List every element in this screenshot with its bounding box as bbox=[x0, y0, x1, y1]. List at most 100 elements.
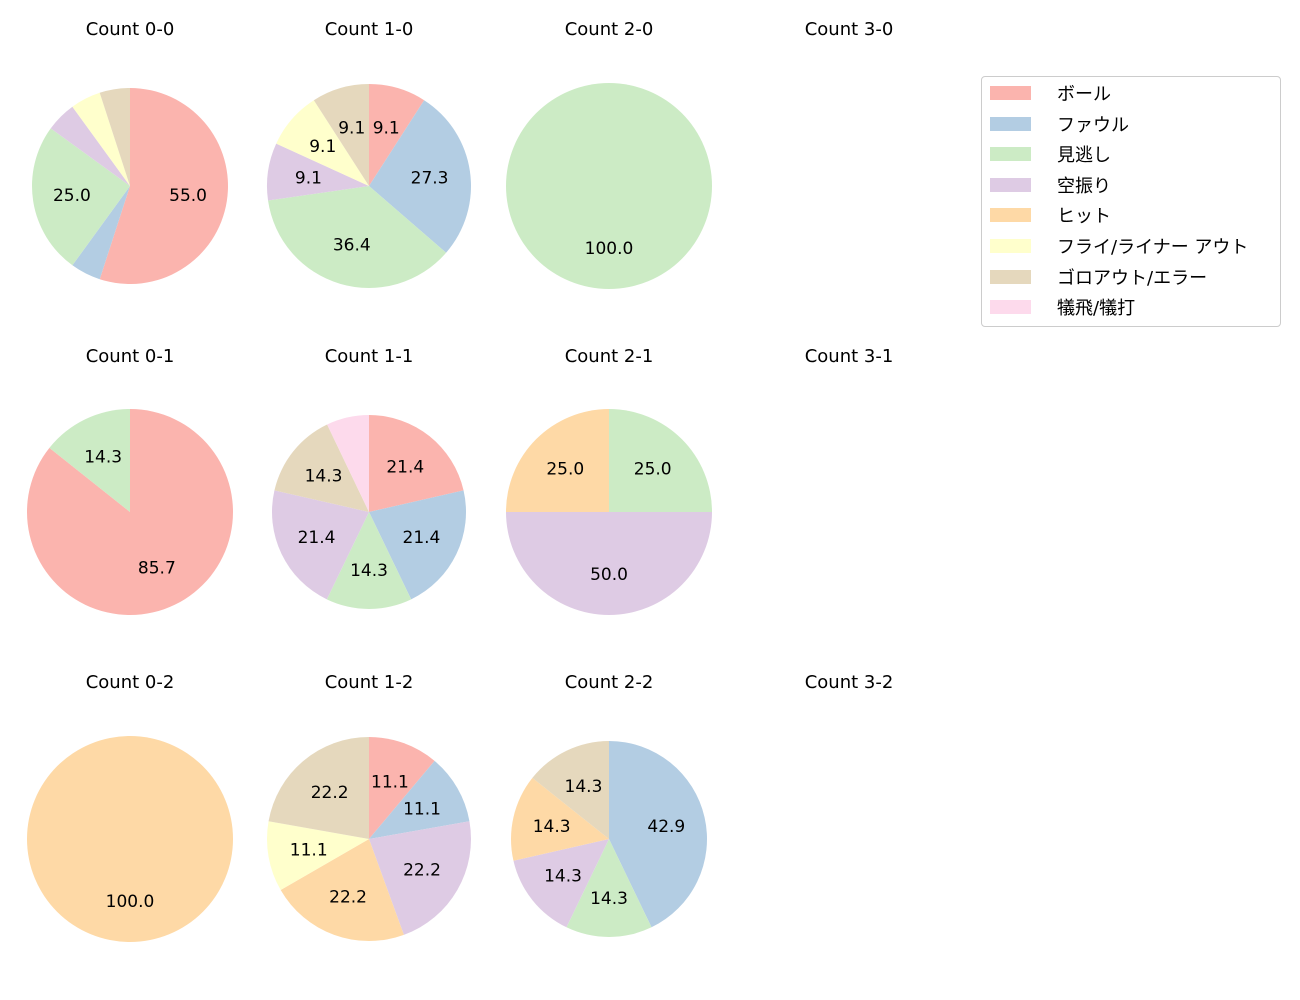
legend-swatch bbox=[990, 208, 1031, 223]
pie-slice-見逃し bbox=[32, 128, 131, 266]
legend-swatch bbox=[990, 86, 1031, 100]
pie-slice-空振り bbox=[513, 839, 609, 928]
pie-slice-ゴロアウト/エラー bbox=[313, 84, 369, 186]
legend-label: 犠飛/犠打 bbox=[1057, 298, 1136, 320]
slice-label: 27.3 bbox=[411, 168, 449, 188]
pie-slice-ゴロアウト/エラー bbox=[99, 88, 130, 186]
pie-slice-ボール bbox=[26, 409, 233, 615]
legend-item: ファウル bbox=[990, 114, 1129, 136]
slice-label: 22.2 bbox=[311, 783, 349, 803]
legend-swatch bbox=[990, 300, 1031, 315]
pie-slice-ヒット bbox=[506, 409, 609, 512]
legend-label: フライ/ライナー アウト bbox=[1057, 237, 1249, 258]
slice-label: 11.1 bbox=[290, 841, 328, 861]
legend-item: 空振り bbox=[990, 175, 1111, 197]
legend-label: ヒット bbox=[1057, 206, 1111, 228]
pie-slice-見逃し bbox=[566, 839, 652, 937]
legend-label: ファウル bbox=[1057, 114, 1129, 136]
slice-label: 36.4 bbox=[333, 236, 371, 256]
slice-label: 14.3 bbox=[590, 889, 628, 909]
pie-title: Count 1-1 bbox=[325, 346, 414, 367]
slice-label: 21.4 bbox=[298, 528, 336, 548]
legend: ボールファウル見逃し空振りヒットフライ/ライナー アウト ゴロアウト/エラー 犠飛/… bbox=[981, 76, 1281, 327]
pie-slice-見逃し bbox=[49, 409, 131, 512]
legend-label: 見逃し bbox=[1057, 145, 1111, 167]
pie-slice-ファウル bbox=[369, 490, 466, 600]
slice-label: 42.9 bbox=[647, 817, 685, 837]
slice-label: 9.1 bbox=[338, 118, 365, 138]
pie-slice-見逃し bbox=[326, 512, 412, 609]
slice-label: 9.1 bbox=[373, 118, 400, 138]
legend-swatch bbox=[990, 147, 1031, 162]
pie-slice-空振り bbox=[272, 490, 369, 600]
slice-label: 25.0 bbox=[53, 186, 91, 206]
pie-title: Count 3-2 bbox=[805, 672, 894, 693]
legend-item: 見逃し bbox=[990, 144, 1111, 167]
slice-label: 9.1 bbox=[295, 168, 322, 188]
pie-title: Count 3-0 bbox=[805, 19, 894, 40]
slice-label: 85.7 bbox=[138, 559, 176, 579]
pie-title: Count 3-1 bbox=[805, 346, 894, 367]
pie-slice-ボール bbox=[99, 88, 228, 285]
pie-title: Count 0-2 bbox=[86, 672, 175, 693]
legend-swatch bbox=[990, 116, 1031, 131]
pie-title: Count 2-0 bbox=[565, 19, 654, 40]
pie-title: Count 0-1 bbox=[86, 346, 175, 367]
pie-slice-空振り bbox=[50, 106, 130, 186]
pie-slice-ファウル bbox=[72, 186, 130, 280]
legend-label: ゴロアウト/エラー bbox=[1057, 267, 1208, 289]
pie-slice-ボール bbox=[369, 415, 464, 512]
legend-item: ボール bbox=[990, 83, 1111, 105]
slice-label: 11.1 bbox=[371, 772, 409, 792]
legend-item: ヒット bbox=[990, 205, 1111, 228]
pie-slice-ヒット bbox=[280, 839, 404, 942]
pie-slice-ヒット bbox=[27, 736, 233, 942]
pie-slice-フライ/ライナー アウト bbox=[72, 92, 130, 186]
pie-slice-見逃し bbox=[506, 83, 712, 289]
pie-slice-ヒット bbox=[511, 777, 609, 861]
pie-slice-フライ/ライナー アウト bbox=[267, 821, 369, 890]
slice-label: 22.2 bbox=[329, 888, 367, 908]
pie-title: Count 2-1 bbox=[565, 346, 654, 367]
legend-swatch bbox=[990, 239, 1031, 253]
slice-label: 50.0 bbox=[590, 565, 628, 585]
pie-slice-フライ/ライナー アウト bbox=[276, 100, 369, 186]
pie-slice-ゴロアウト/エラー bbox=[268, 737, 369, 839]
pie-slice-見逃し bbox=[268, 186, 447, 289]
pie-title: Count 0-0 bbox=[86, 19, 175, 40]
pie-title: Count 1-2 bbox=[325, 672, 414, 693]
pie-slice-空振り bbox=[369, 821, 471, 935]
slice-label: 9.1 bbox=[309, 137, 336, 157]
slice-label: 14.3 bbox=[533, 817, 571, 837]
slice-label: 100.0 bbox=[106, 892, 155, 912]
legend-swatch bbox=[990, 269, 1031, 284]
legend-label: ボール bbox=[1057, 84, 1111, 105]
slice-label: 11.1 bbox=[403, 799, 441, 819]
slice-label: 25.0 bbox=[634, 459, 672, 479]
slice-label: 21.4 bbox=[403, 528, 441, 548]
pie-slice-ボール bbox=[369, 84, 425, 186]
slice-label: 25.0 bbox=[546, 459, 584, 479]
pie-slice-犠飛/犠打 bbox=[327, 415, 369, 512]
pie-slice-見逃し bbox=[609, 409, 712, 512]
slice-label: 14.3 bbox=[84, 447, 122, 467]
slice-label: 100.0 bbox=[585, 239, 634, 259]
pie-slice-ボール bbox=[369, 737, 435, 839]
legend-item: 犠飛/犠打 bbox=[990, 297, 1136, 320]
slice-label: 55.0 bbox=[169, 186, 207, 206]
pie-title: Count 1-0 bbox=[325, 19, 414, 40]
pie-slice-ゴロアウト/エラー bbox=[274, 424, 369, 512]
legend-item: ゴロアウト/エラー bbox=[990, 267, 1208, 289]
pie-slice-ファウル bbox=[609, 741, 707, 928]
pie-slice-空振り bbox=[267, 143, 369, 201]
pie-slice-ファウル bbox=[369, 760, 470, 839]
pie-slice-ゴロアウト/エラー bbox=[532, 741, 609, 839]
legend-swatch bbox=[990, 177, 1031, 192]
slice-label: 14.3 bbox=[565, 777, 603, 797]
pie-slice-空振り bbox=[506, 512, 712, 615]
slice-label: 21.4 bbox=[386, 457, 424, 477]
slice-label: 22.2 bbox=[403, 861, 441, 881]
slice-label: 14.3 bbox=[350, 561, 388, 581]
